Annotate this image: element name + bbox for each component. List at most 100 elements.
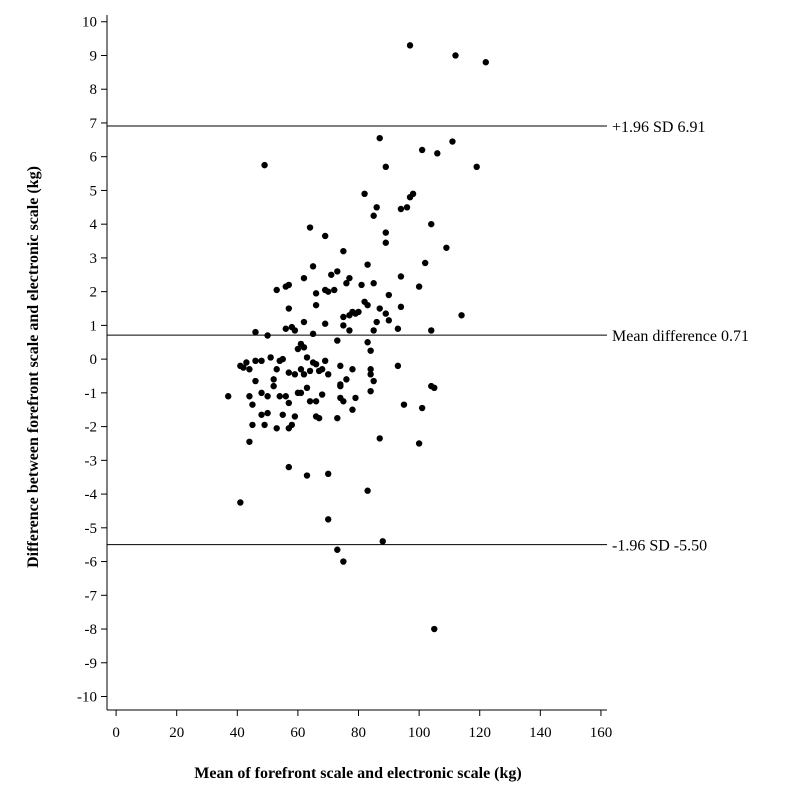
- data-point: [397, 273, 405, 280]
- data-point: [458, 312, 465, 319]
- data-point: [385, 317, 393, 324]
- data-point: [428, 220, 435, 228]
- data-point: [364, 301, 371, 309]
- data-point: [264, 332, 271, 339]
- data-point: [279, 411, 286, 418]
- data-point: [285, 399, 293, 407]
- data-point: [294, 345, 302, 353]
- data-point: [273, 286, 280, 294]
- data-point: [361, 190, 368, 198]
- data-point: [288, 323, 296, 331]
- data-point: [385, 291, 393, 299]
- x-tick-label: 60: [290, 725, 305, 741]
- data-point: [243, 359, 250, 366]
- y-tick-label: -3: [85, 453, 98, 469]
- data-point: [394, 325, 402, 332]
- x-tick-label: 0: [112, 725, 120, 741]
- data-point: [300, 274, 308, 282]
- data-point: [315, 367, 323, 375]
- data-point: [300, 371, 308, 378]
- data-point: [249, 401, 256, 408]
- data-point: [337, 362, 344, 370]
- data-point: [346, 274, 353, 282]
- data-point: [443, 244, 450, 251]
- data-point: [246, 366, 253, 373]
- data-point: [303, 354, 311, 361]
- data-point: [312, 301, 320, 309]
- y-tick-label: -5: [85, 521, 98, 537]
- y-axis-title: Difference between forefront scale and e…: [25, 166, 42, 568]
- reference-line-label: Mean difference 0.71: [612, 328, 749, 345]
- data-point: [367, 366, 374, 373]
- data-point: [364, 487, 371, 494]
- x-tick-label: 140: [529, 725, 552, 741]
- data-point: [421, 259, 429, 267]
- data-point: [406, 193, 414, 201]
- data-point: [300, 344, 308, 351]
- data-point: [331, 286, 338, 294]
- data-point: [415, 440, 423, 447]
- data-point: [270, 376, 277, 383]
- data-point: [449, 138, 456, 145]
- data-point: [264, 409, 271, 417]
- data-point: [297, 366, 305, 373]
- data-point: [321, 320, 329, 327]
- y-tick-label: -8: [85, 622, 98, 638]
- data-point: [258, 411, 265, 418]
- y-tick-label: 0: [90, 352, 98, 368]
- data-point: [415, 283, 423, 290]
- x-tick-label: 100: [408, 725, 431, 741]
- data-point: [370, 280, 377, 287]
- data-point: [252, 328, 259, 336]
- data-point: [382, 239, 389, 246]
- data-point: [376, 435, 383, 442]
- data-point: [373, 204, 380, 211]
- data-point: [431, 625, 438, 633]
- data-point: [376, 134, 383, 142]
- y-tick-label: -9: [85, 656, 98, 672]
- data-point: [334, 546, 341, 553]
- data-point: [328, 271, 335, 278]
- reference-lines: +1.96 SD 6.91 Mean difference 0.71 -1.96 S…: [107, 119, 749, 555]
- data-point: [382, 229, 389, 236]
- data-point: [291, 413, 299, 420]
- data-point: [382, 310, 389, 317]
- data-point: [452, 52, 459, 59]
- x-tick-label: 20: [169, 725, 184, 741]
- data-point: [370, 212, 377, 219]
- data-point: [482, 59, 489, 66]
- y-tick-label: 2: [90, 285, 98, 301]
- data-point: [315, 414, 323, 422]
- data-point: [382, 163, 389, 171]
- data-point: [264, 393, 271, 400]
- data-point: [334, 268, 341, 275]
- data-point: [352, 394, 359, 402]
- data-point: [431, 384, 438, 392]
- y-tick-label: -7: [85, 588, 98, 604]
- y-tick-label: 1: [90, 318, 98, 334]
- data-point: [285, 369, 293, 376]
- data-point: [246, 393, 253, 400]
- data-point: [340, 247, 347, 255]
- y-tick-label: 3: [90, 251, 98, 267]
- y-tick-label: 4: [90, 217, 98, 233]
- data-point: [403, 204, 411, 211]
- data-point: [252, 357, 259, 365]
- data-point: [343, 376, 350, 383]
- data-point: [249, 421, 256, 429]
- data-point: [312, 290, 320, 297]
- data-points: [225, 42, 489, 633]
- data-point: [367, 347, 374, 354]
- data-point: [273, 366, 280, 373]
- data-point: [258, 357, 265, 365]
- x-tick-label: 120: [468, 725, 491, 741]
- data-point: [261, 421, 268, 429]
- x-tick-label: 80: [351, 725, 366, 741]
- data-point: [346, 312, 353, 319]
- data-point: [325, 371, 332, 378]
- data-point: [340, 398, 347, 405]
- data-point: [306, 367, 314, 375]
- data-point: [340, 558, 347, 565]
- data-point: [240, 364, 247, 371]
